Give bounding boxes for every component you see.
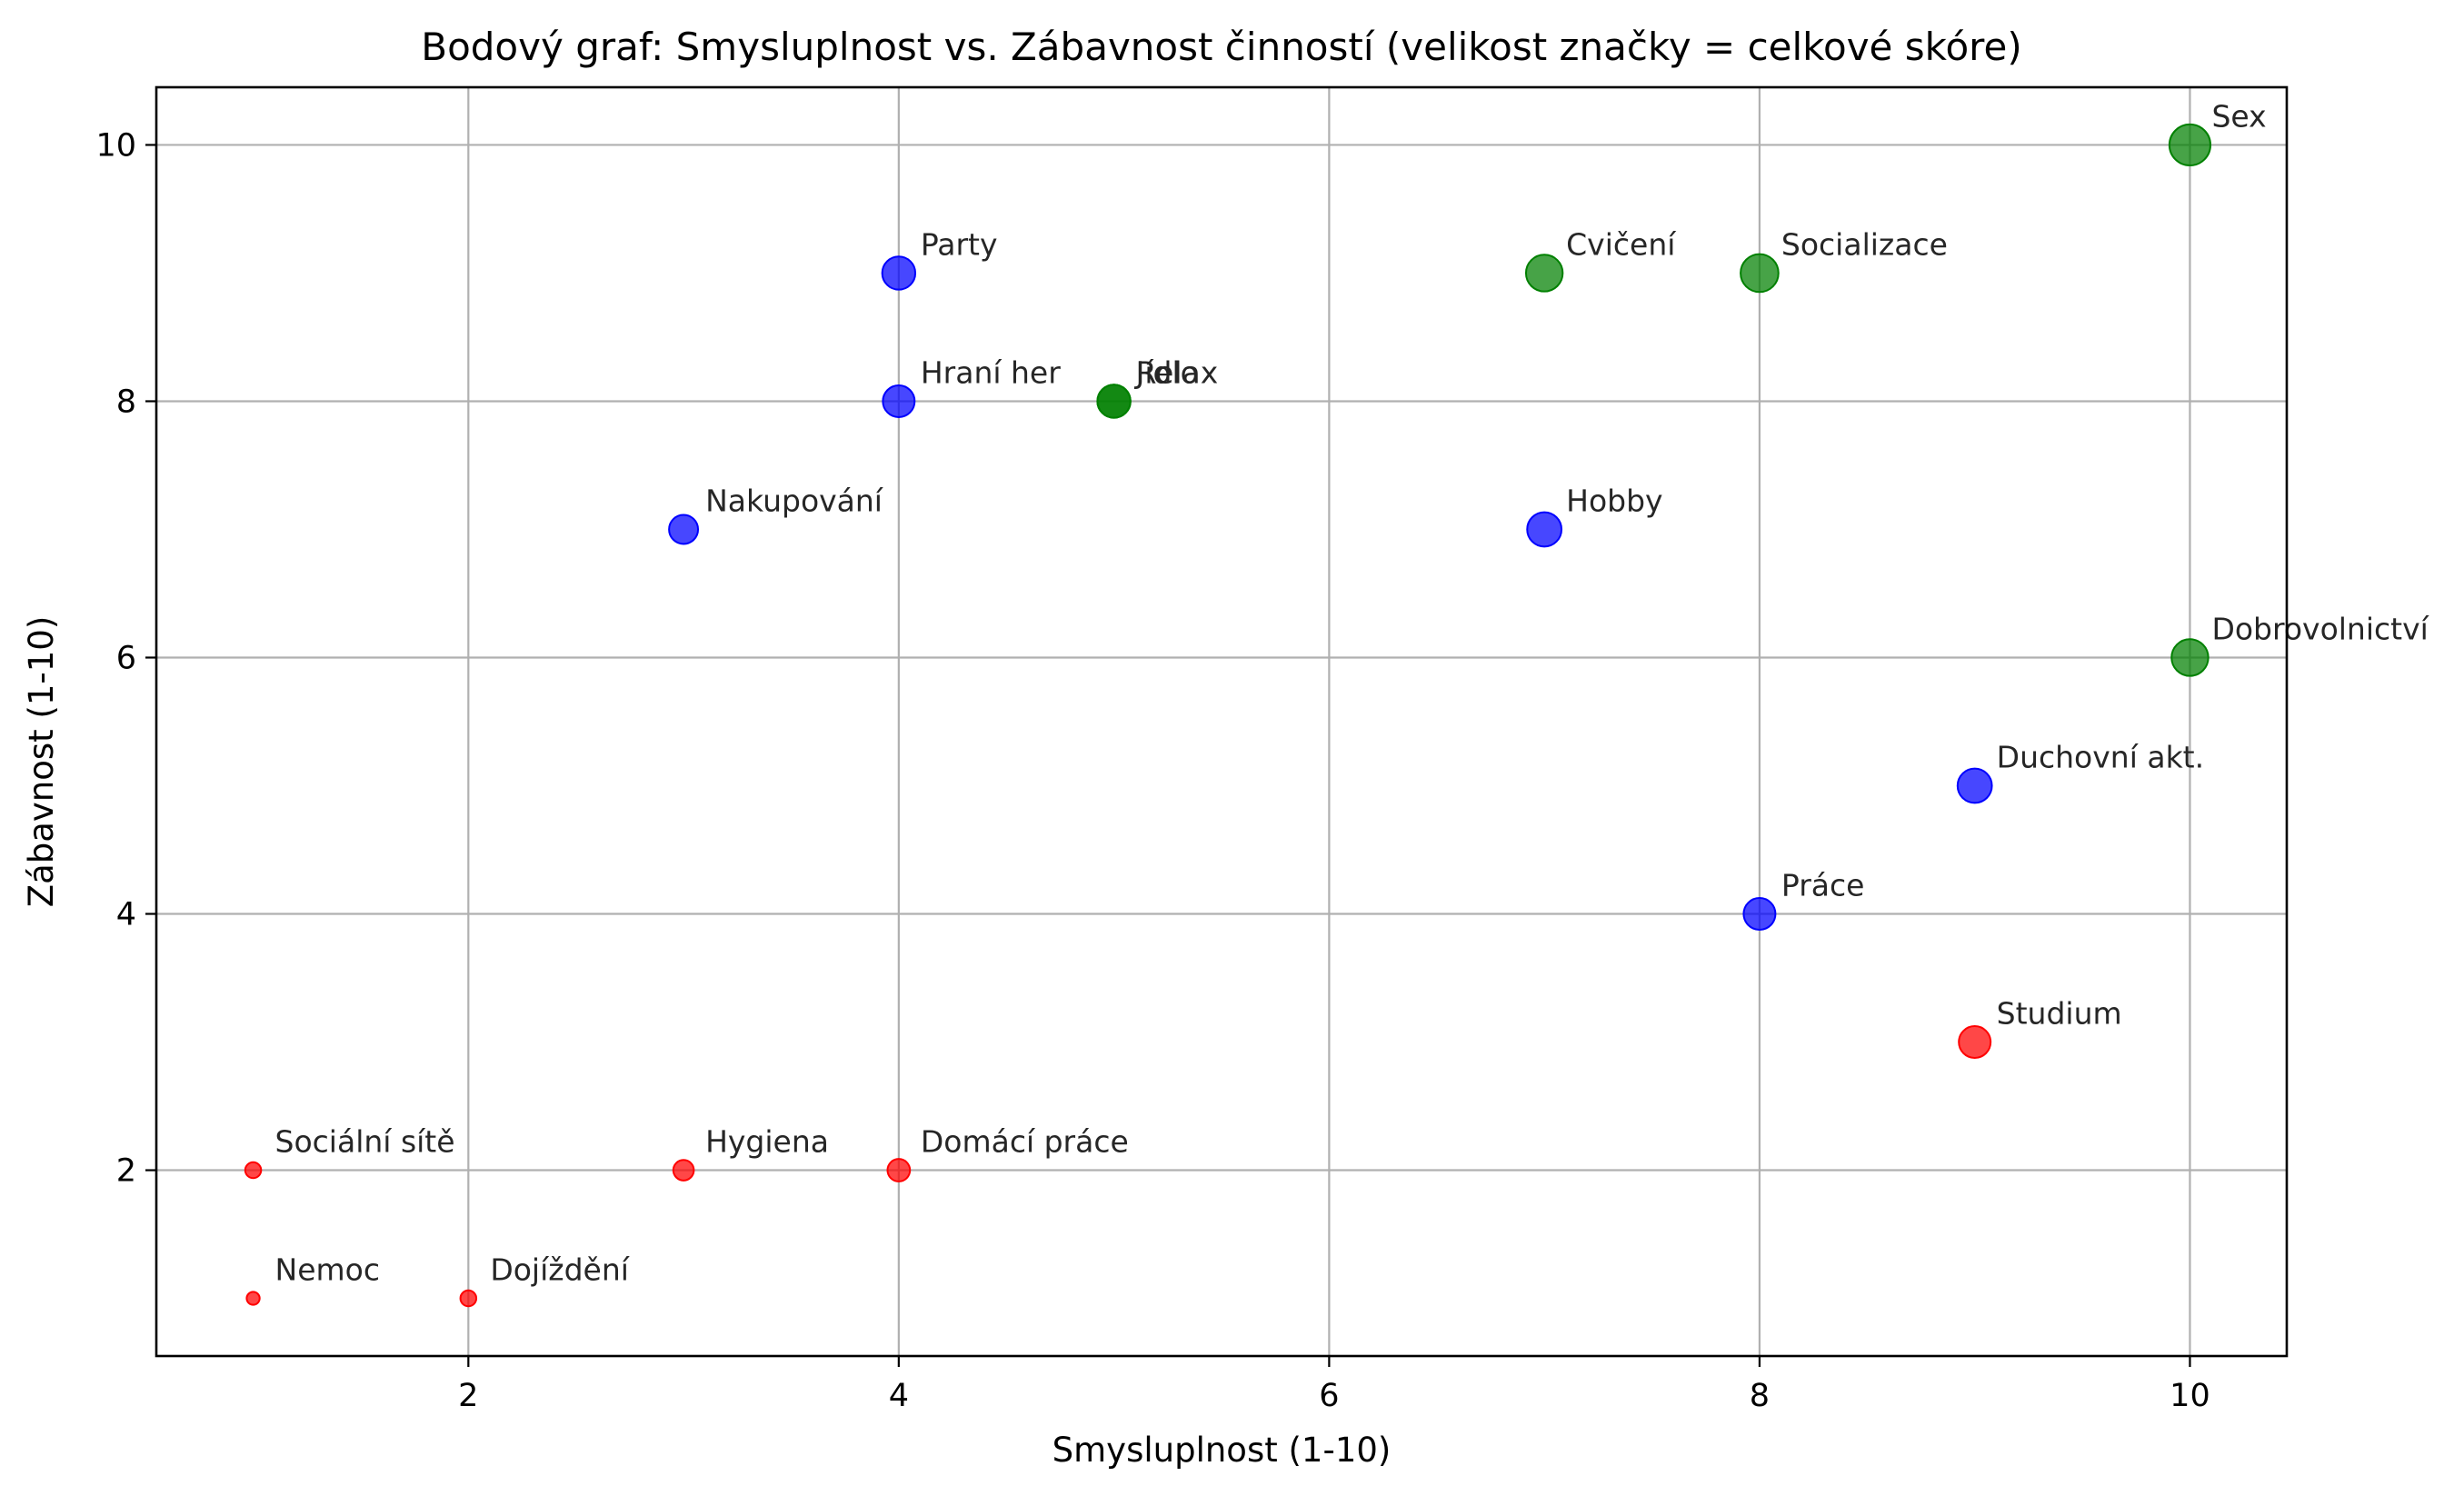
y-axis-label: Zábavnost (1-10) xyxy=(22,616,61,908)
y-tick-label: 4 xyxy=(116,897,136,933)
point-labels: Sex Party Cvičení Socializace Hraní her Jídlo… xyxy=(275,98,2430,1287)
point-label: Studium xyxy=(1997,996,2122,1032)
data-point xyxy=(2168,123,2212,167)
data-point xyxy=(882,384,916,418)
x-tick-label: 2 xyxy=(458,1378,478,1414)
data-point xyxy=(668,514,700,545)
data-point xyxy=(1096,384,1132,419)
data-point xyxy=(1526,511,1563,548)
data-point xyxy=(1524,254,1564,293)
point-label: Duchovní akt. xyxy=(1997,740,2204,775)
y-tick-label: 6 xyxy=(116,640,136,676)
plot-frame xyxy=(155,85,2289,1358)
x-tick-label: 4 xyxy=(889,1378,909,1414)
point-label: Nakupování xyxy=(705,483,884,518)
point-label: Sex xyxy=(2211,98,2266,134)
point-label: Dojíždění xyxy=(490,1252,630,1288)
y-tick-label: 8 xyxy=(116,384,136,420)
point-label: Práce xyxy=(1781,868,1865,903)
chart-title: Bodový graf: Smysluplnost vs. Zábavnost … xyxy=(421,25,2021,69)
point-label: Party xyxy=(921,226,998,262)
point-label: Nemoc xyxy=(275,1252,380,1288)
data-point xyxy=(245,1291,261,1306)
x-tick-label: 8 xyxy=(1750,1378,1770,1414)
point-label: Cvičení xyxy=(1566,226,1677,262)
point-label: Jídlo xyxy=(1134,354,1199,390)
y-tick-label: 10 xyxy=(95,127,136,164)
point-label: Socializace xyxy=(1781,226,1948,262)
point-label: Hobby xyxy=(1566,483,1662,518)
data-point xyxy=(1956,767,1993,804)
data-point xyxy=(886,1158,912,1182)
data-point xyxy=(1742,897,1777,931)
point-label: Hraní her xyxy=(921,354,1061,390)
grid-lines xyxy=(156,87,2287,1356)
data-point xyxy=(881,255,917,291)
data-point xyxy=(1958,1025,1992,1060)
point-label: Relax xyxy=(1136,354,1219,390)
x-tick-label: 6 xyxy=(1319,1378,1339,1414)
x-axis-label: Smysluplnost (1-10) xyxy=(1052,1431,1392,1470)
point-label: Domácí práce xyxy=(921,1124,1129,1160)
x-tick-label: 10 xyxy=(2170,1378,2210,1414)
y-tick-label: 2 xyxy=(116,1153,136,1190)
data-points xyxy=(244,123,2212,1308)
point-label: Hygiena xyxy=(705,1124,829,1160)
point-label: Dobrovolnictví xyxy=(2211,611,2429,646)
data-point xyxy=(244,1161,263,1180)
axis-ticks: 2 4 6 8 10 2 4 6 8 10 xyxy=(95,127,2210,1414)
data-point xyxy=(2170,638,2210,677)
data-point xyxy=(459,1289,478,1308)
data-point xyxy=(1740,253,1780,294)
data-point xyxy=(672,1159,695,1182)
point-label: Sociální sítě xyxy=(275,1124,455,1160)
